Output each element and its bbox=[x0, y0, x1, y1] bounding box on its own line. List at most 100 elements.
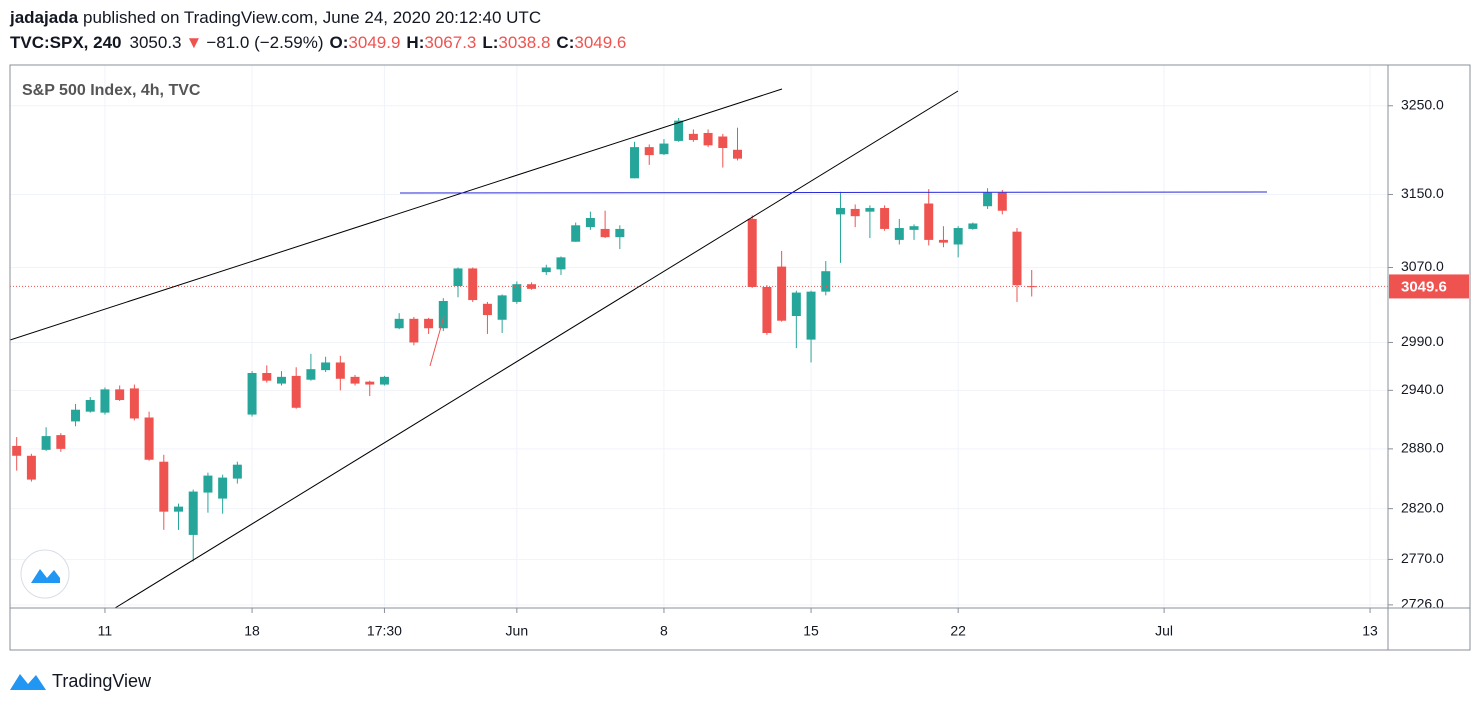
header-line-1: jadajada published on TradingView.com, Ju… bbox=[9, 8, 541, 27]
candle-body bbox=[26, 455, 36, 480]
candle-body bbox=[291, 375, 301, 408]
candle-body bbox=[527, 284, 537, 289]
candle-body bbox=[600, 228, 610, 238]
y-tick-label: 2726.0 bbox=[1401, 596, 1444, 612]
frame bbox=[9, 64, 1471, 651]
price: 3050.3 bbox=[130, 33, 182, 52]
last-price-label: 3049.6 bbox=[1401, 278, 1447, 295]
candle-body bbox=[674, 120, 684, 141]
trend-line bbox=[429, 315, 445, 367]
candle-body bbox=[733, 149, 743, 159]
candle-body bbox=[997, 192, 1007, 211]
ohlc-label: H: bbox=[406, 33, 424, 52]
footer-text: TradingView bbox=[52, 671, 152, 691]
candle-body bbox=[144, 417, 154, 460]
candle-body bbox=[777, 266, 787, 321]
logo-circle bbox=[20, 549, 70, 599]
x-tick-label: 8 bbox=[660, 623, 668, 639]
candle-body bbox=[247, 373, 257, 415]
candle-body bbox=[262, 373, 272, 381]
candle-body bbox=[865, 208, 875, 212]
arrow: ▼ bbox=[186, 33, 203, 52]
y-tick-label: 3070.0 bbox=[1401, 258, 1444, 274]
published: published on TradingView.com, June 24, 2… bbox=[83, 8, 541, 27]
candle-body bbox=[409, 318, 419, 343]
candle-body bbox=[41, 436, 51, 450]
candle-body bbox=[762, 286, 772, 333]
candle-body bbox=[938, 239, 948, 243]
candle-body bbox=[718, 136, 728, 148]
x-tick-label: 11 bbox=[98, 623, 113, 639]
change: −81.0 (−2.59%) bbox=[206, 33, 323, 52]
candle-body bbox=[556, 257, 566, 270]
candle-body bbox=[365, 381, 375, 385]
candle-body bbox=[379, 376, 389, 385]
candle-body bbox=[806, 291, 816, 340]
candle-body bbox=[541, 267, 551, 273]
candle-body bbox=[909, 226, 919, 230]
candle-body bbox=[71, 409, 81, 422]
candle-body bbox=[159, 461, 169, 512]
candle-body bbox=[203, 475, 213, 493]
y-tick-label: 3250.0 bbox=[1401, 96, 1444, 112]
x-tick-label: 17:30 bbox=[367, 623, 402, 639]
drawings bbox=[10, 88, 1268, 608]
candle-body bbox=[512, 284, 522, 302]
candle-body bbox=[218, 477, 228, 499]
candle-body bbox=[100, 389, 110, 413]
candle-body bbox=[1012, 231, 1022, 286]
trend-line bbox=[114, 90, 959, 608]
candle-body bbox=[468, 268, 478, 301]
horizontal-line bbox=[399, 191, 1268, 194]
ohlc-label: L: bbox=[482, 33, 498, 52]
candle-body bbox=[880, 208, 890, 229]
chart-title: S&P 500 Index, 4h, TVC bbox=[22, 82, 201, 99]
candle-body bbox=[821, 271, 831, 292]
footer-logo bbox=[10, 674, 46, 690]
candle-body bbox=[571, 225, 581, 242]
x-tick-label: Jun bbox=[506, 623, 529, 639]
candles bbox=[10, 118, 1388, 562]
last-price-box bbox=[1389, 274, 1469, 299]
candle-body bbox=[276, 376, 286, 384]
grid bbox=[10, 65, 1388, 608]
candle-body bbox=[85, 400, 95, 412]
candle-body bbox=[438, 300, 448, 329]
user: jadajada bbox=[9, 8, 79, 27]
x-tick-label: 18 bbox=[244, 623, 260, 639]
footer: TradingView bbox=[10, 671, 152, 691]
ohlc-label: C: bbox=[556, 33, 574, 52]
ohlc-value: 3049.6 bbox=[574, 33, 626, 52]
candle-body bbox=[56, 435, 66, 449]
y-tick-label: 2940.0 bbox=[1401, 381, 1444, 397]
y-tick-label: 2770.0 bbox=[1401, 550, 1444, 566]
candle-body bbox=[188, 491, 198, 535]
candle-body bbox=[630, 147, 640, 179]
candle-body bbox=[453, 268, 463, 287]
candle-body bbox=[835, 208, 845, 215]
y-tick-label: 3150.0 bbox=[1401, 185, 1444, 201]
ohlc-value: 3038.8 bbox=[498, 33, 550, 52]
candle-body bbox=[350, 376, 360, 384]
candle-body bbox=[335, 362, 345, 379]
x-tick-label: 13 bbox=[1362, 623, 1378, 639]
logo-shape bbox=[31, 569, 60, 583]
candle-body bbox=[482, 303, 492, 316]
candle-body bbox=[953, 228, 963, 245]
candle-body bbox=[497, 295, 507, 320]
candle-body bbox=[1027, 286, 1037, 288]
x-tick-label: 15 bbox=[803, 623, 819, 639]
candle-body bbox=[644, 147, 654, 156]
candle-body bbox=[924, 203, 934, 240]
y-axis-labels: 3250.0 3150.0 3070.0 2990.0 2940.0 2880.0 2820… bbox=[1401, 96, 1444, 612]
candle-body bbox=[894, 228, 904, 240]
candle-body bbox=[983, 192, 993, 207]
ohlc-label: O: bbox=[330, 33, 349, 52]
y-tick-label: 2820.0 bbox=[1401, 499, 1444, 515]
candle-body bbox=[747, 218, 757, 287]
candle-body bbox=[306, 369, 316, 380]
candle-body bbox=[585, 218, 595, 228]
candle-body bbox=[688, 133, 698, 141]
candle-body bbox=[321, 362, 331, 371]
